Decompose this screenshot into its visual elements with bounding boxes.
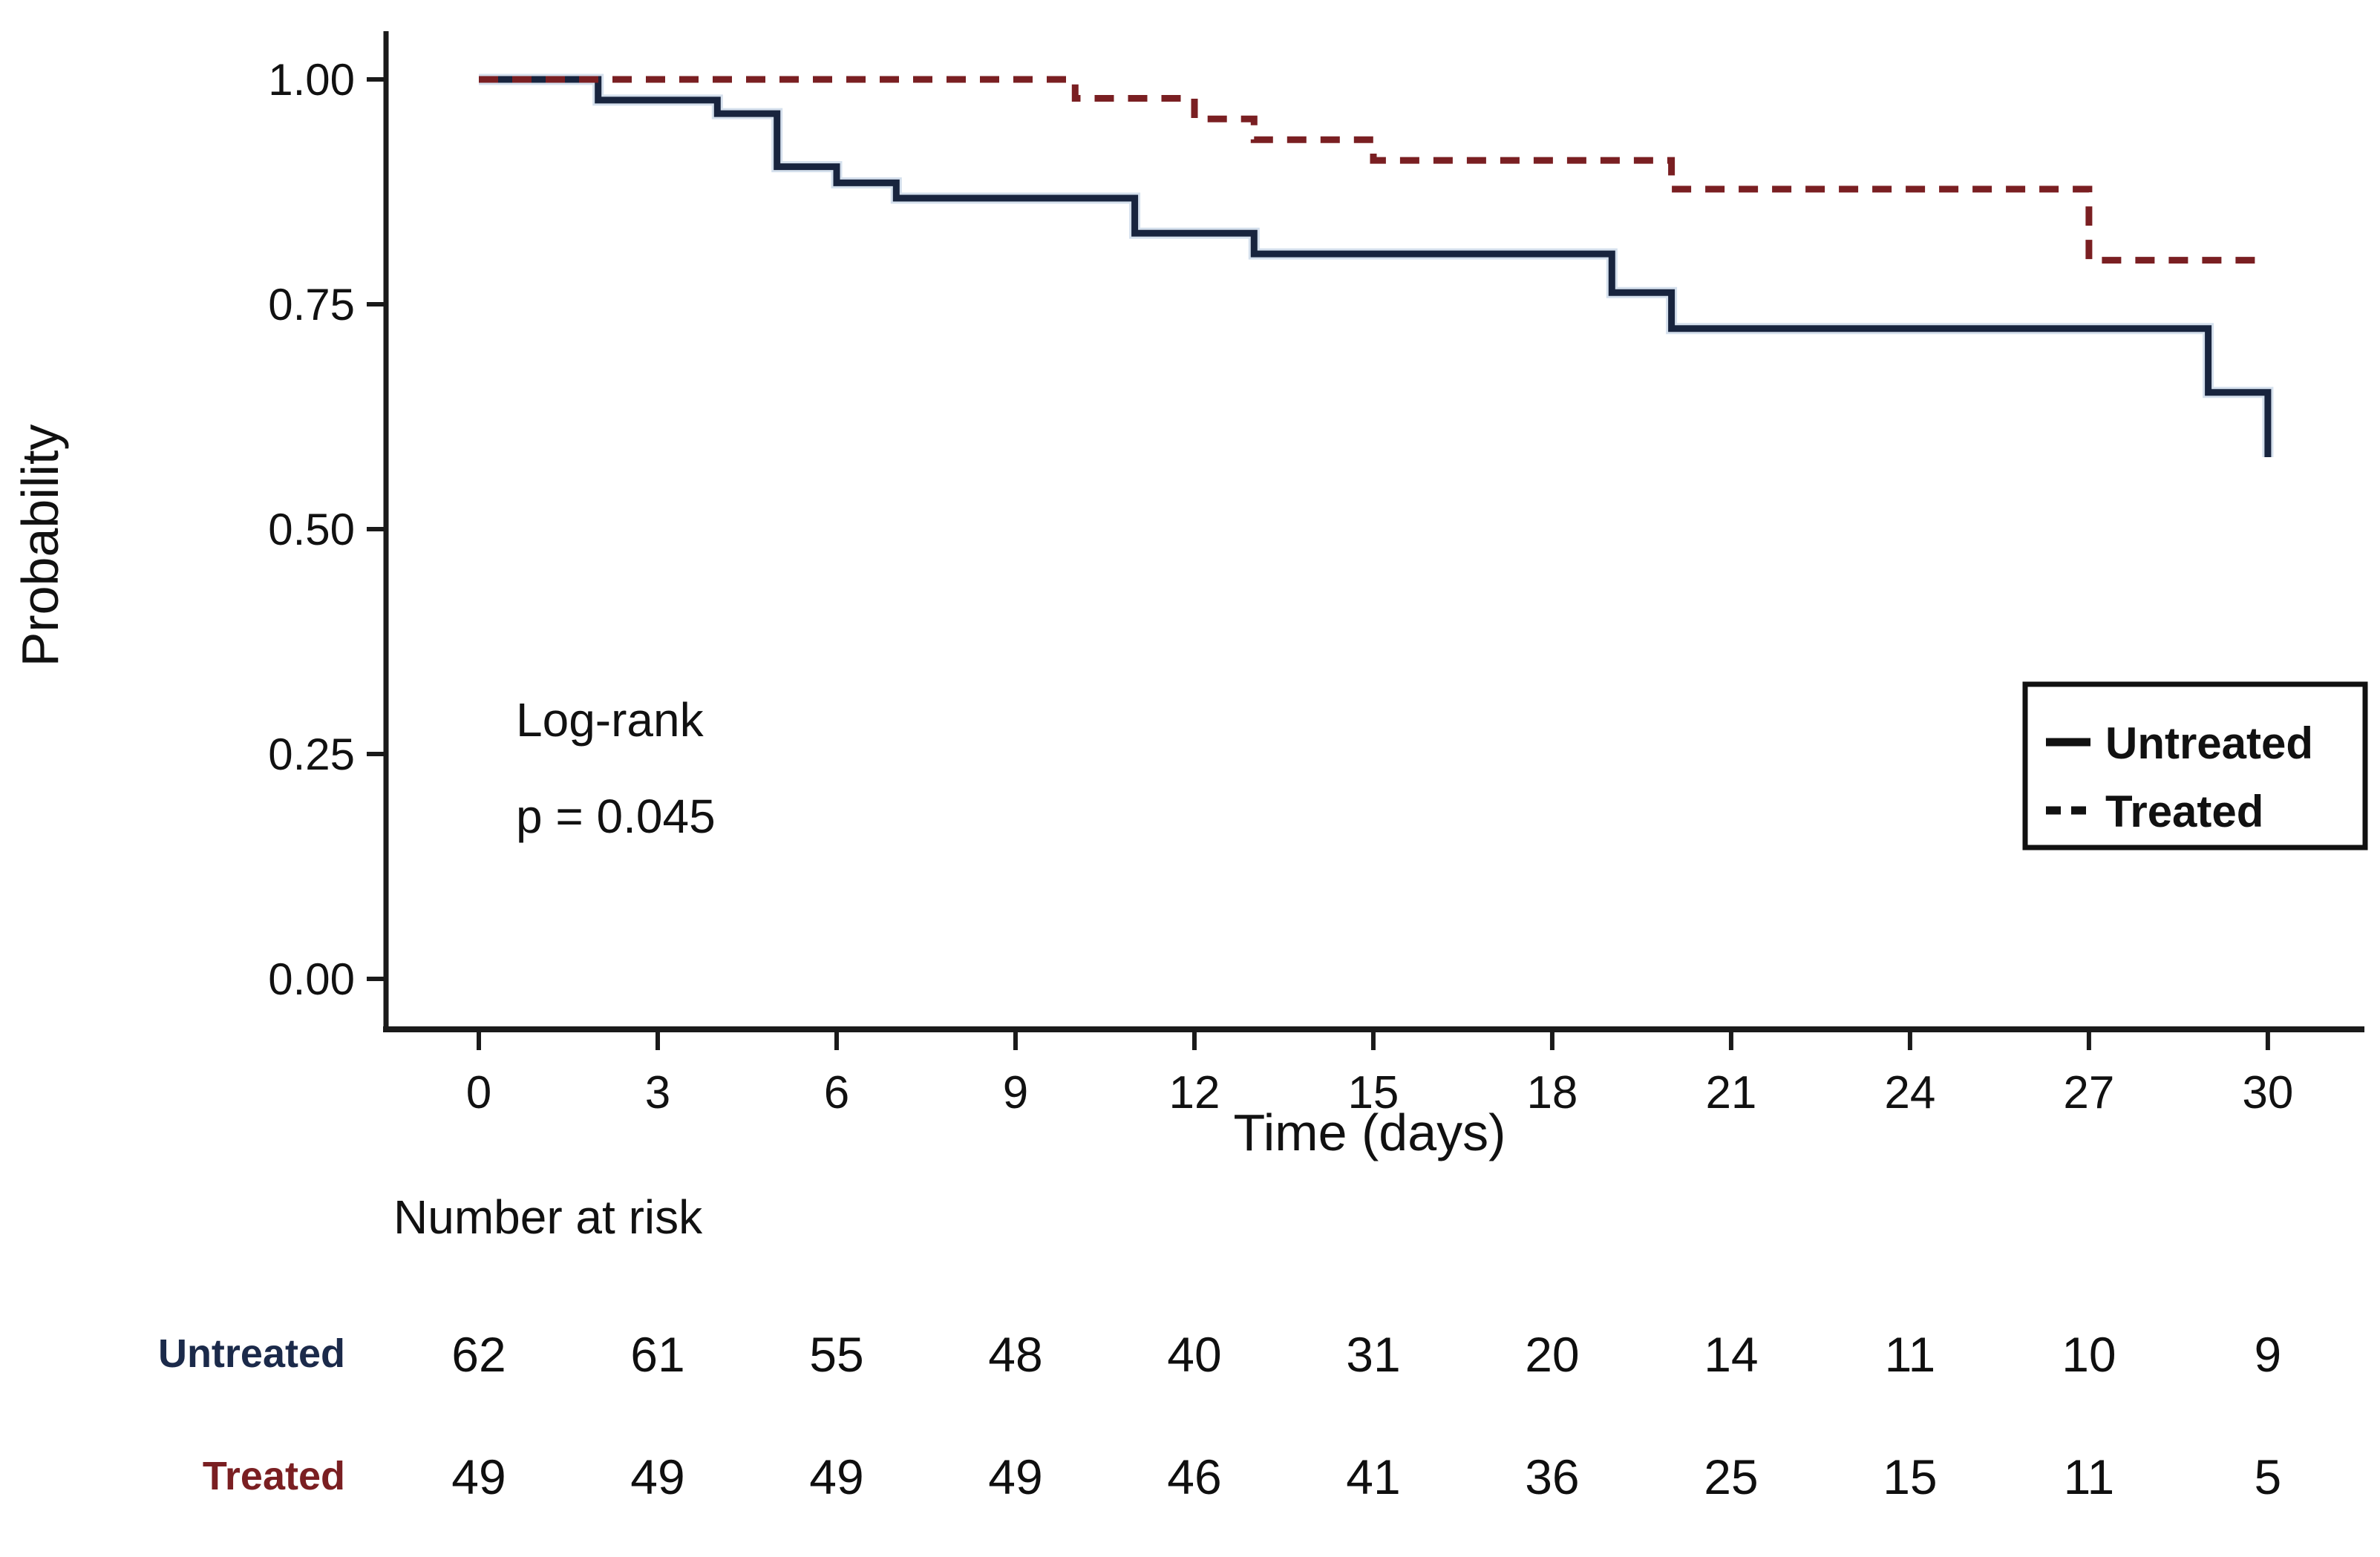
risk-value-treated-t18: 36 xyxy=(1525,1449,1579,1504)
x-tick-label: 18 xyxy=(1526,1067,1578,1118)
risk-value-treated-t9: 49 xyxy=(988,1449,1042,1504)
risk-value-untreated-t0: 62 xyxy=(451,1327,506,1382)
risk-value-treated-t24: 15 xyxy=(1883,1449,1937,1504)
risk-value-untreated-t18: 20 xyxy=(1525,1327,1579,1382)
risk-value-untreated-t3: 61 xyxy=(630,1327,684,1382)
risk-value-treated-t21: 25 xyxy=(1704,1449,1758,1504)
x-tick-label: 30 xyxy=(2242,1067,2293,1118)
x-tick-label: 6 xyxy=(824,1067,849,1118)
y-tick-label: 0.00 xyxy=(268,954,355,1004)
x-tick-label: 3 xyxy=(645,1067,670,1118)
risk-value-untreated-t24: 11 xyxy=(1885,1327,1936,1382)
x-tick-label: 15 xyxy=(1347,1067,1399,1118)
x-tick-label: 21 xyxy=(1705,1067,1756,1118)
curve-treated xyxy=(479,76,2268,264)
risk-value-untreated-t21: 14 xyxy=(1704,1327,1758,1382)
logrank-label: Log-rank xyxy=(516,693,704,747)
y-tick-label: 0.50 xyxy=(268,505,355,554)
risk-value-treated-t12: 46 xyxy=(1167,1449,1221,1504)
curve-untreated xyxy=(479,76,2272,457)
risk-value-untreated-t6: 55 xyxy=(809,1327,863,1382)
risk-value-treated-t30: 5 xyxy=(2255,1449,2282,1504)
y-axis-title: Probability xyxy=(11,425,69,667)
risk-value-treated-t15: 41 xyxy=(1346,1449,1400,1504)
x-tick-label: 27 xyxy=(2063,1067,2114,1118)
risk-value-untreated-t30: 9 xyxy=(2255,1327,2282,1382)
risk-value-untreated-t9: 48 xyxy=(988,1327,1042,1382)
y-tick-label: 1.00 xyxy=(268,55,355,105)
x-tick-label: 9 xyxy=(1003,1067,1028,1118)
risk-table-title: Number at risk xyxy=(393,1190,703,1244)
p-value-label: p = 0.045 xyxy=(516,790,716,843)
legend-label-untreated: Untreated xyxy=(2105,718,2313,768)
risk-value-treated-t3: 49 xyxy=(630,1449,684,1504)
legend-box xyxy=(2022,681,2368,850)
x-tick-label: 24 xyxy=(1884,1067,1935,1118)
curve-halo-untreated xyxy=(479,73,2274,457)
y-tick-label: 0.25 xyxy=(268,730,355,779)
risk-value-treated-t27: 11 xyxy=(2064,1449,2115,1504)
risk-row-label-untreated: Untreated xyxy=(158,1331,345,1376)
legend-label-treated: Treated xyxy=(2105,787,2263,836)
risk-row-label-treated: Treated xyxy=(203,1454,345,1498)
y-tick-label: 0.75 xyxy=(268,280,355,330)
risk-value-treated-t0: 49 xyxy=(451,1449,506,1504)
risk-value-untreated-t12: 40 xyxy=(1167,1327,1221,1382)
x-tick-label: 0 xyxy=(466,1067,491,1118)
x-axis-title: Time (days) xyxy=(1234,1104,1506,1161)
risk-value-untreated-t27: 10 xyxy=(2062,1327,2116,1382)
x-tick-label: 12 xyxy=(1168,1067,1220,1118)
risk-value-untreated-t15: 31 xyxy=(1346,1327,1400,1382)
risk-value-treated-t6: 49 xyxy=(809,1449,863,1504)
